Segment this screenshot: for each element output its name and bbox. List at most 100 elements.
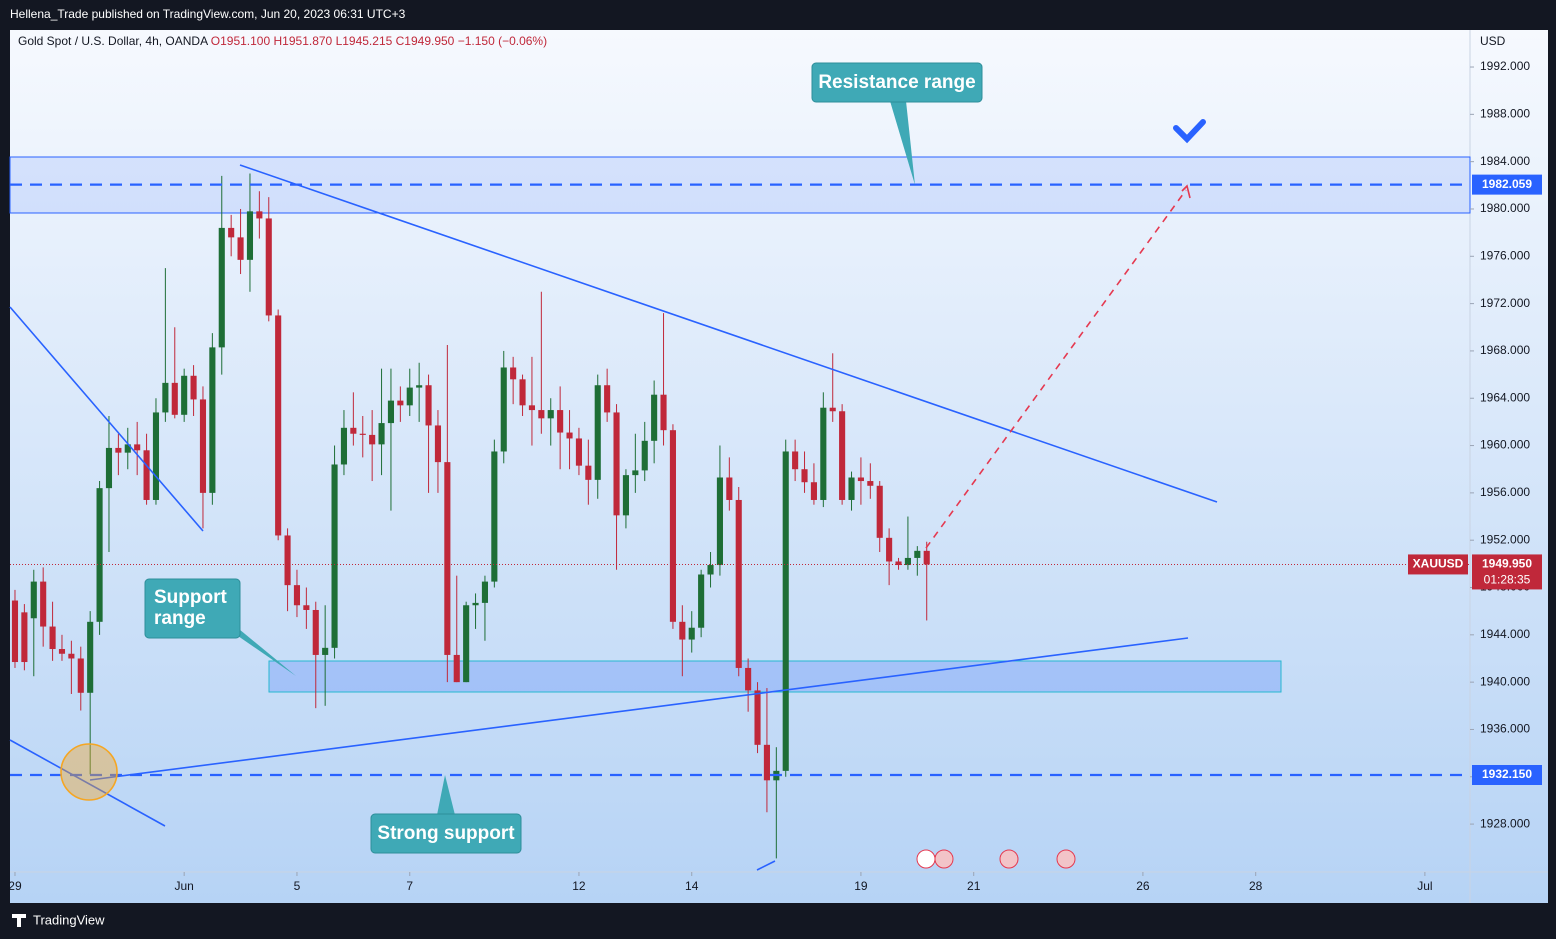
- candle-body: [688, 627, 695, 640]
- price-line-label-bg: [1472, 174, 1542, 195]
- y-tick-label: 1936.000: [1480, 722, 1530, 736]
- callout-box: [370, 813, 522, 854]
- callout-box: [144, 578, 241, 639]
- symbol-label-bg: [1408, 554, 1468, 575]
- candle-body: [632, 470, 639, 476]
- y-tick-label: 1960.000: [1480, 438, 1530, 452]
- candle-body: [416, 385, 423, 388]
- candle-body: [557, 410, 564, 433]
- candle-body: [679, 621, 686, 640]
- candle-body: [519, 379, 526, 406]
- candle-body: [246, 211, 254, 260]
- candle-body: [406, 387, 413, 406]
- candle-body: [763, 744, 770, 781]
- candle-body: [876, 485, 883, 538]
- candle-body: [171, 382, 178, 415]
- candle-body: [134, 444, 141, 451]
- y-tick-label: 1988.000: [1480, 107, 1530, 121]
- candle-body: [575, 438, 582, 466]
- candle-body: [500, 367, 507, 452]
- candle-body: [510, 367, 517, 380]
- pointer: [890, 101, 915, 185]
- candle-body: [105, 447, 113, 489]
- candle-body: [472, 602, 479, 606]
- highlight: [60, 743, 118, 801]
- callout-text: Support: [154, 587, 227, 608]
- candle-body: [444, 462, 451, 655]
- candle-body: [68, 653, 75, 659]
- x-tick-label: Jul: [1417, 879, 1432, 893]
- pointer: [437, 775, 455, 815]
- candle-body: [839, 411, 846, 500]
- candle-body: [726, 477, 733, 500]
- candle-body: [58, 649, 66, 654]
- candle-body: [829, 407, 836, 412]
- candle-body: [604, 385, 611, 413]
- event-icon: [916, 849, 936, 869]
- price-labels: 1982.059 1932.150 XAUUSD 1949.950 01:28:35: [1408, 174, 1542, 786]
- candle-body: [434, 425, 442, 463]
- x-tick-label: 14: [685, 879, 699, 893]
- candle-body: [312, 609, 319, 655]
- candle-body: [810, 482, 817, 500]
- y-tick-label: 1980.000: [1480, 201, 1530, 215]
- y-tick-label: 1976.000: [1480, 248, 1530, 262]
- x-tick-label: 7: [406, 879, 413, 893]
- candle-body: [698, 574, 705, 628]
- candle-body: [350, 427, 357, 434]
- candle-body: [87, 621, 94, 693]
- candle-body: [49, 626, 56, 650]
- candle-body: [481, 581, 489, 603]
- candle-body: [594, 385, 601, 480]
- x-tick-label: 12: [572, 879, 586, 893]
- candle-body: [660, 394, 667, 431]
- y-tick-label: 1928.000: [1480, 816, 1530, 830]
- y-tick-label: 1992.000: [1480, 59, 1530, 73]
- candle-body: [340, 427, 348, 465]
- arrowhead: [1181, 184, 1191, 199]
- candle-body: [77, 658, 84, 693]
- candle-body: [886, 537, 893, 562]
- candle-body: [378, 423, 385, 445]
- price-line-label: 1932.150: [1482, 767, 1532, 781]
- candle-body: [651, 394, 658, 441]
- support-zone: [268, 660, 1282, 693]
- x-tick-label: 28: [1249, 879, 1263, 893]
- candle-body: [293, 585, 301, 606]
- candle-body: [218, 227, 225, 348]
- candle-body: [716, 477, 723, 566]
- candle-body: [387, 400, 395, 424]
- candle-body: [801, 469, 808, 483]
- candle-body: [820, 407, 827, 500]
- x-tick-label: 26: [1136, 879, 1150, 893]
- plot: [10, 173, 1470, 859]
- x-tick-label: 19: [854, 879, 868, 893]
- brand: TradingView: [33, 912, 105, 927]
- y-tick-label: 1944.000: [1480, 627, 1530, 641]
- published-line: Hellena_Trade published on TradingView.c…: [10, 7, 406, 21]
- unit: USD: [1480, 34, 1506, 48]
- candle-body: [613, 412, 620, 516]
- trendline: [9, 306, 204, 532]
- candle-body: [11, 600, 19, 663]
- candle-body: [303, 605, 310, 610]
- candle-body: [21, 612, 28, 663]
- countdown-label: 01:28:35: [1484, 573, 1531, 587]
- candle-body: [566, 432, 573, 439]
- candle-body: [115, 447, 122, 453]
- logo: [12, 914, 26, 927]
- callout-text: Resistance range: [818, 72, 975, 93]
- candle-body: [707, 565, 714, 575]
- candle-body: [40, 581, 47, 627]
- x-tick-label: 5: [294, 879, 301, 893]
- candle-body: [284, 535, 291, 586]
- candle-body: [914, 550, 921, 558]
- y-tick-label: 1952.000: [1480, 532, 1530, 546]
- candle-body: [152, 412, 160, 500]
- candle-body: [904, 557, 911, 566]
- candle-body: [528, 405, 536, 411]
- high: H1951.870: [274, 34, 333, 48]
- candle-body: [190, 375, 197, 400]
- candle-body: [181, 375, 188, 415]
